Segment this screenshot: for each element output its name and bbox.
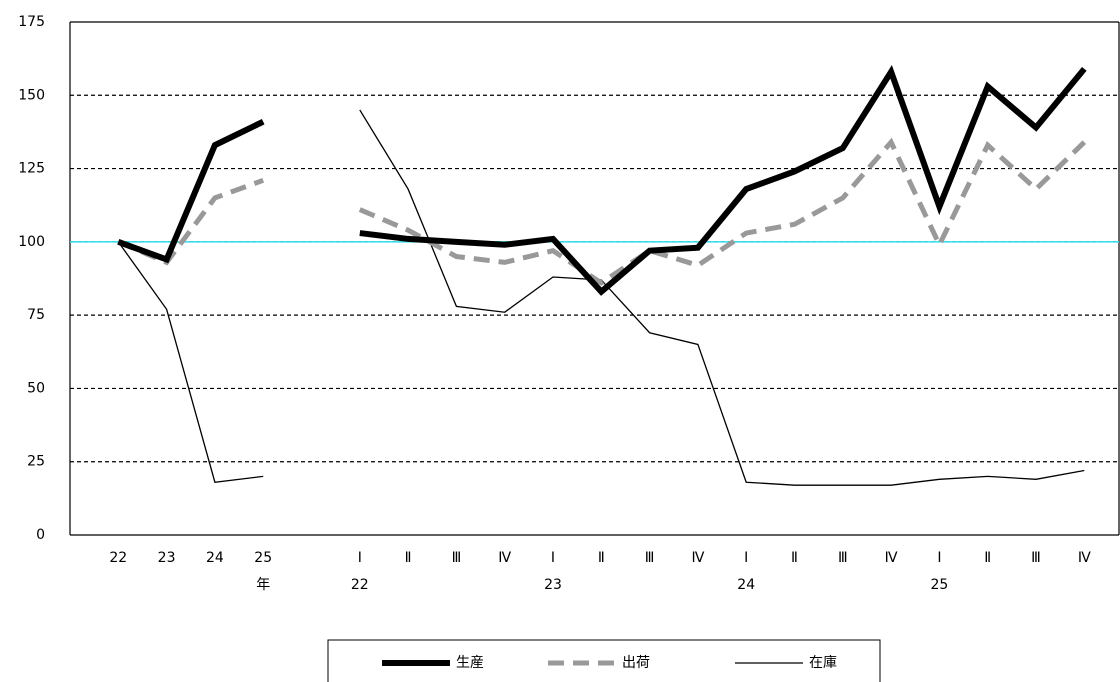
x-tick-label: Ⅰ (937, 550, 941, 566)
y-tick-label: 175 (18, 14, 45, 30)
x-sub-label: 年 (256, 577, 270, 593)
y-tick-label: 150 (18, 87, 45, 103)
x-tick-label: Ⅳ (1078, 550, 1091, 566)
y-tick-label: 100 (18, 234, 45, 250)
x-sub-label: 23 (544, 577, 562, 593)
x-tick-label: Ⅰ (358, 550, 362, 566)
series-line (117, 65, 1087, 296)
x-tick-label: Ⅱ (984, 550, 991, 566)
x-sub-label: 24 (737, 577, 755, 593)
legend-label: 出荷 (622, 655, 650, 671)
series-line (117, 109, 1085, 486)
legend-label: 在庫 (809, 654, 837, 671)
x-tick-label: Ⅱ (598, 550, 605, 566)
y-tick-label: 125 (18, 161, 45, 177)
x-tick-label: 24 (206, 550, 224, 566)
x-tick-label: 22 (109, 550, 127, 566)
x-tick-label: Ⅲ (645, 550, 655, 566)
legend-label: 生産 (456, 655, 484, 671)
x-tick-label: Ⅰ (744, 550, 748, 566)
x-tick-label: Ⅳ (498, 550, 511, 566)
x-sub-label: 25 (930, 577, 948, 593)
x-tick-label: Ⅱ (405, 550, 412, 566)
y-tick-label: 75 (27, 307, 45, 323)
x-tick-label: Ⅲ (838, 550, 848, 566)
x-tick-label: Ⅳ (691, 550, 704, 566)
x-tick-label: Ⅲ (1031, 550, 1041, 566)
x-tick-label: Ⅲ (452, 550, 462, 566)
x-tick-label: 23 (158, 550, 176, 566)
y-tick-label: 50 (27, 380, 45, 396)
x-sub-label: 22 (351, 577, 369, 593)
x-tick-label: Ⅰ (551, 550, 555, 566)
y-tick-label: 25 (27, 454, 45, 470)
x-tick-label: Ⅱ (791, 550, 798, 566)
x-tick-label: Ⅳ (885, 550, 898, 566)
y-tick-label: 0 (36, 527, 45, 543)
x-tick-label: 25 (254, 550, 272, 566)
